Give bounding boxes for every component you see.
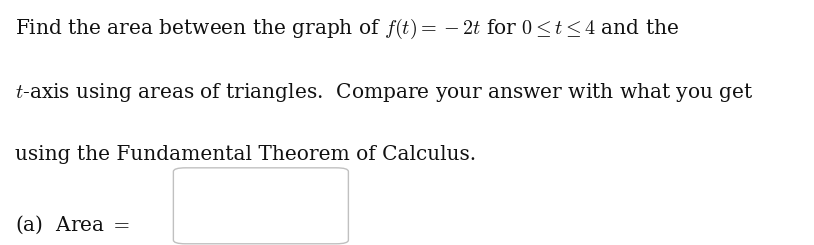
Text: (a)  Area $=$: (a) Area $=$: [15, 213, 129, 236]
Text: using the Fundamental Theorem of Calculus.: using the Fundamental Theorem of Calculu…: [15, 145, 475, 164]
FancyBboxPatch shape: [173, 168, 348, 244]
Text: Find the area between the graph of $f(t) = -2t$ for $0 \leq t \leq 4$ and the: Find the area between the graph of $f(t)…: [15, 17, 679, 41]
Text: $t$-axis using areas of triangles.  Compare your answer with what you get: $t$-axis using areas of triangles. Compa…: [15, 81, 753, 104]
